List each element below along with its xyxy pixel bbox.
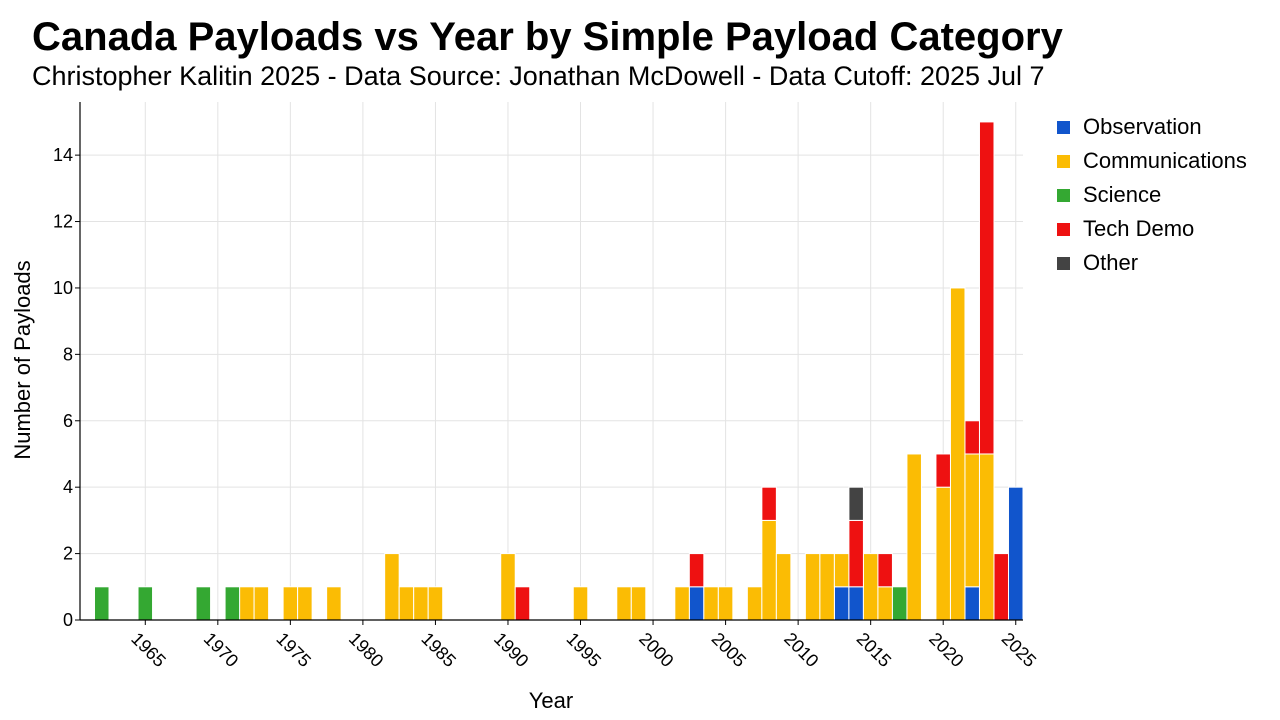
bar-segment-communications-1973 <box>253 586 270 621</box>
grid-lines <box>80 102 1023 620</box>
bar-segment-communications-2020 <box>935 486 951 621</box>
bar-segment-communications-2015 <box>862 553 879 621</box>
bar-segment-communications-2012 <box>819 553 835 621</box>
legend-swatch <box>1057 154 1070 168</box>
bar-segment-communications-1982 <box>384 553 400 621</box>
y-tick-label: 8 <box>63 344 73 364</box>
chart-subtitle: Christopher Kalitin 2025 - Data Source: … <box>32 61 1045 91</box>
bar-segment-communications-2005 <box>717 586 734 621</box>
y-tick-labels: 0 2 4 6 8 10 12 14 <box>53 145 80 630</box>
y-tick-label: 2 <box>63 544 73 564</box>
chart-legend: Observation Communications Science Tech Dem… <box>1057 110 1247 280</box>
bar-segment-communications-1978 <box>326 586 342 621</box>
bar-segment-communications-2002 <box>674 586 690 621</box>
x-tick-label: 1990 <box>490 629 532 671</box>
bar-segment-science-2017 <box>891 586 908 621</box>
x-tick-label: 1970 <box>200 629 242 671</box>
bar-segment-communications-2018 <box>906 453 922 621</box>
x-tick-label: 1985 <box>417 629 459 671</box>
legend-item-other: Other <box>1057 246 1247 280</box>
bar-segment-observation-2003 <box>688 586 705 621</box>
legend-label: Tech Demo <box>1083 216 1195 241</box>
legend-item-observation: Observation <box>1057 110 1247 144</box>
bar-segment-other-2014 <box>848 486 864 521</box>
x-tick-label: 2005 <box>708 629 750 671</box>
x-tick-label: 1980 <box>345 629 387 671</box>
bar-segment-communications-1998 <box>616 586 632 621</box>
bar-segment-communications-2004 <box>703 586 719 621</box>
y-tick-label: 12 <box>53 212 73 232</box>
bar-segment-science-1969 <box>195 586 212 621</box>
bar-segment-observation-2025 <box>1007 486 1024 621</box>
legend-item-tech-demo: Tech Demo <box>1057 212 1247 246</box>
legend-label: Science <box>1083 182 1162 207</box>
legend-swatch <box>1057 120 1070 134</box>
bar-segment-tech-demo-2003 <box>688 553 705 588</box>
y-tick-label: 14 <box>53 145 73 165</box>
bar-segment-communications-2008 <box>761 519 777 621</box>
bar-segment-tech-demo-2014 <box>848 519 864 588</box>
legend-swatch <box>1057 188 1070 202</box>
bar-segment-communications-2022 <box>964 453 980 588</box>
legend-label: Observation <box>1083 114 1202 139</box>
bars <box>94 121 1024 621</box>
bar-segment-communications-1984 <box>413 586 429 621</box>
y-tick-label: 10 <box>53 278 73 298</box>
legend-label: Communications <box>1083 148 1247 173</box>
x-axis-label: Year <box>529 688 573 713</box>
bar-segment-communications-1983 <box>398 586 415 621</box>
bar-segment-communications-2007 <box>746 586 763 621</box>
bar-segment-science-1971 <box>224 586 241 621</box>
bar-segment-tech-demo-2016 <box>877 553 893 588</box>
bar-segment-observation-2014 <box>848 586 864 621</box>
y-axis-label: Number of Payloads <box>10 260 35 459</box>
x-tick-label: 2000 <box>635 629 677 671</box>
bar-segment-communications-2013 <box>833 553 850 588</box>
bar-segment-communications-1972 <box>239 586 255 621</box>
x-tick-label: 2025 <box>998 629 1040 671</box>
axes <box>79 102 1023 621</box>
y-tick-label: 4 <box>63 477 73 497</box>
bar-segment-communications-1990 <box>500 553 516 621</box>
chart-title: Canada Payloads vs Year by Simple Payloa… <box>32 15 1063 59</box>
bar-segment-communications-2021 <box>949 287 966 621</box>
x-tick-label: 2015 <box>853 629 895 671</box>
x-tick-label: 1975 <box>272 629 314 671</box>
bar-segment-tech-demo-2023 <box>978 121 995 455</box>
legend-swatch <box>1057 222 1070 236</box>
bar-segment-communications-2016 <box>877 586 893 621</box>
y-tick-label: 6 <box>63 411 73 431</box>
bar-segment-observation-2022 <box>964 586 980 621</box>
bar-segment-tech-demo-2022 <box>964 420 980 455</box>
bar-segment-observation-2013 <box>833 586 850 621</box>
bar-segment-communications-2009 <box>775 553 792 621</box>
bar-segment-tech-demo-2024 <box>993 553 1009 621</box>
bar-segment-communications-1976 <box>297 586 313 621</box>
bar-segment-tech-demo-2020 <box>935 453 951 488</box>
legend-swatch <box>1057 256 1070 270</box>
x-tick-labels: 1965 1970 1975 1980 1985 1990 1995 2000 2005 2010… <box>127 620 1040 671</box>
legend-label: Other <box>1083 250 1139 275</box>
legend-item-communications: Communications <box>1057 144 1247 178</box>
bar-segment-tech-demo-2008 <box>761 486 777 521</box>
bar-segment-communications-1999 <box>630 586 647 621</box>
x-tick-label: 1995 <box>563 629 605 671</box>
bar-segment-communications-1975 <box>282 586 299 621</box>
legend-item-science: Science <box>1057 178 1247 212</box>
bar-segment-communications-1995 <box>572 586 589 621</box>
x-tick-label: 1965 <box>127 629 169 671</box>
y-tick-label: 0 <box>63 610 73 630</box>
bar-segment-communications-2011 <box>804 553 821 621</box>
x-tick-label: 2010 <box>780 629 822 671</box>
bar-segment-science-1965 <box>137 586 154 621</box>
bar-segment-communications-2023 <box>978 453 995 621</box>
bar-segment-communications-1985 <box>427 586 444 621</box>
bar-segment-science-1962 <box>94 586 110 621</box>
x-tick-label: 2020 <box>925 629 967 671</box>
bar-segment-tech-demo-1991 <box>514 586 531 621</box>
